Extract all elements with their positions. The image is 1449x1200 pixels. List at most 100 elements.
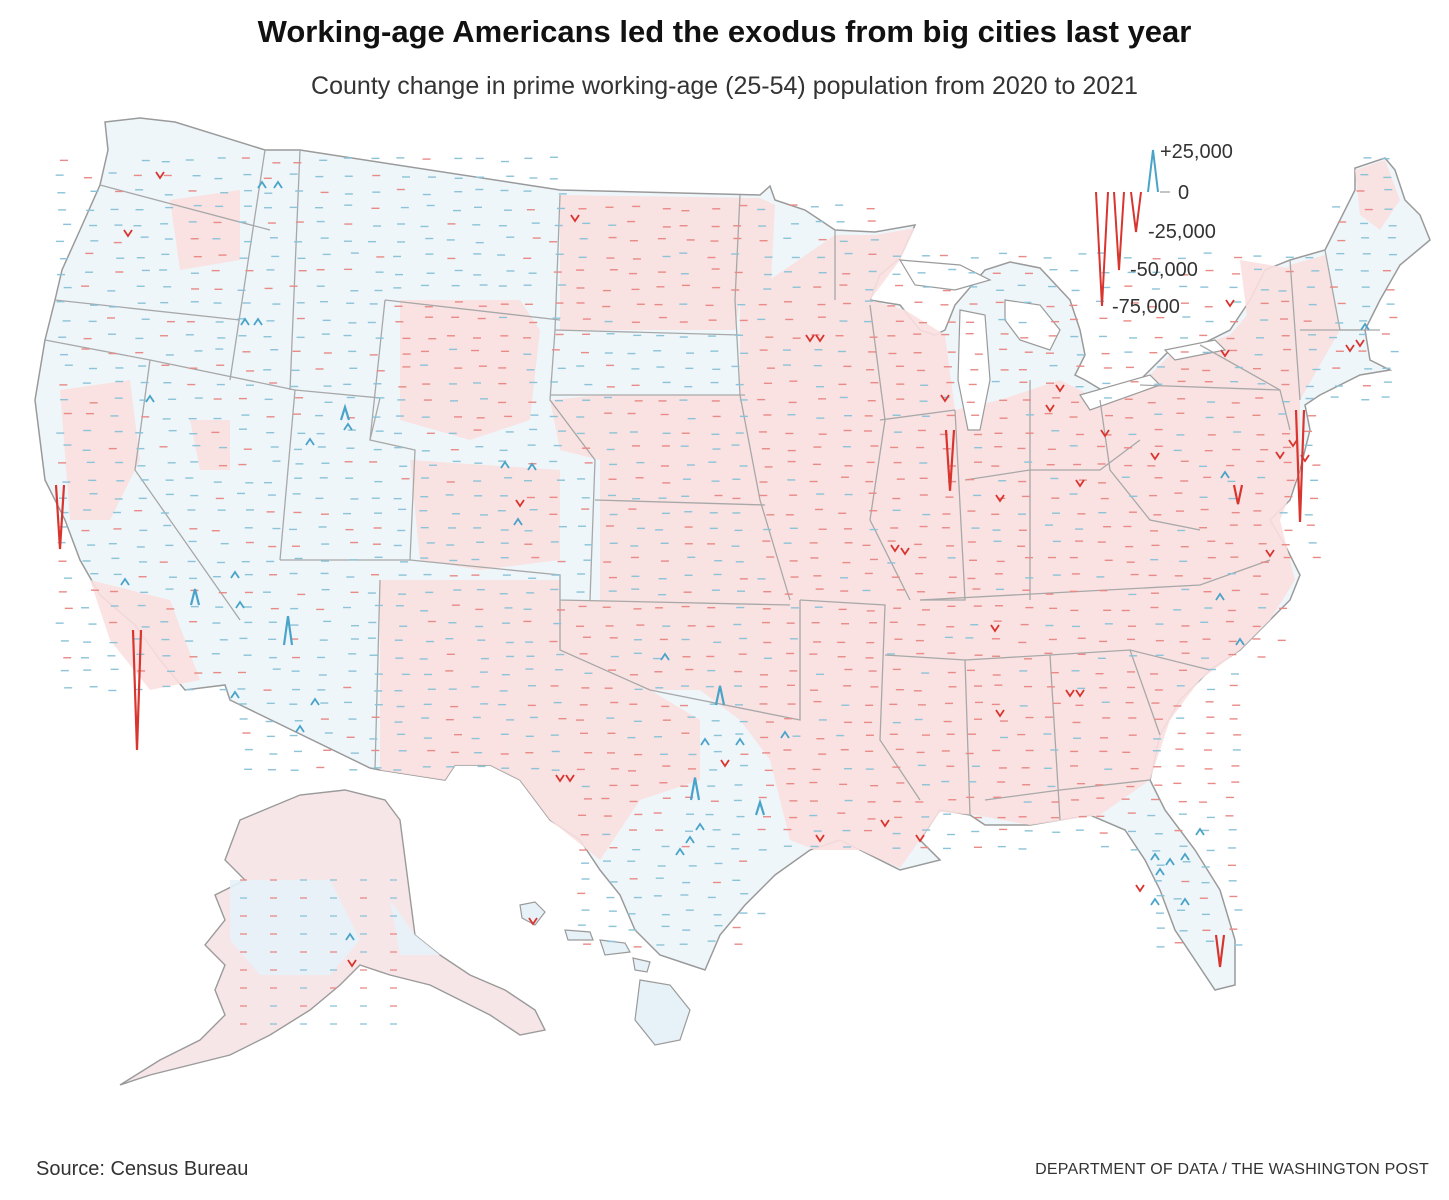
county-chevron (240, 317, 250, 326)
legend-label-minus-75000: -75,000 (1112, 296, 1180, 318)
legend-loss-spike-50000 (1113, 191, 1125, 271)
legend-label-minus-50000: -50,000 (1130, 259, 1198, 281)
county-chevron (675, 847, 685, 856)
county-chevron (257, 180, 267, 189)
county-chevron (565, 774, 575, 783)
county-chevron (805, 334, 815, 343)
county-chevron (1220, 470, 1230, 479)
map-title: Working-age Americans led the exodus fro… (257, 14, 1192, 49)
county-chevron (235, 600, 245, 609)
county-chevron (155, 171, 165, 180)
legend-label-zero: 0 (1178, 182, 1189, 204)
legend-loss-spike-25000 (1130, 191, 1142, 233)
spike-new-york-city (1294, 409, 1306, 523)
county-chevron (120, 577, 130, 586)
county-tick-marks (55, 156, 1399, 1025)
county-chevron (1150, 852, 1160, 861)
county-chevron (700, 737, 710, 746)
county-chevron (1235, 637, 1245, 646)
county-chevron (1225, 299, 1235, 308)
county-chevron (123, 229, 133, 238)
source-note: Source: Census Bureau (36, 1158, 249, 1180)
county-chevron (347, 959, 357, 968)
county-chevron (230, 570, 240, 579)
county-chevron (310, 697, 320, 706)
legend-gain-spike (1147, 149, 1159, 193)
map-subtitle: County change in prime working-age (25-5… (311, 72, 1138, 100)
county-chevron (940, 394, 950, 403)
spike-miami (1214, 934, 1226, 968)
legend-label-plus-25000: +25,000 (1160, 141, 1233, 163)
county-chevron (685, 835, 695, 844)
county-chevron (527, 462, 537, 471)
hawaii-islands (519, 901, 691, 1046)
county-chevron (1288, 439, 1298, 448)
county-chevron (1055, 384, 1065, 393)
county-chevron (1075, 479, 1085, 488)
county-chevron (273, 180, 283, 189)
alaska-gain-patch (230, 880, 440, 975)
county-chevron (1345, 344, 1355, 353)
credit-line: DEPARTMENT OF DATA / THE WASHINGTON POST (1035, 1161, 1429, 1178)
county-chevron (1265, 549, 1275, 558)
county-chevron (780, 730, 790, 739)
county-chevron (1075, 689, 1085, 698)
county-chevron (995, 709, 1005, 718)
us-county-spike-map: +25,000 0 -25,000 -50,000 -75,000 (34, 117, 1431, 1086)
county-chevron (1155, 867, 1165, 876)
county-chevron (890, 544, 900, 553)
county-chevron (1275, 451, 1285, 460)
spike-san-francisco-bay-area (54, 484, 66, 550)
county-chevron (900, 547, 910, 556)
county-chevron (1195, 827, 1205, 836)
legend-loss-spike-75000 (1095, 191, 1109, 307)
spike-chicago (944, 429, 956, 491)
county-chevron (1355, 339, 1365, 348)
county-chevron (880, 819, 890, 828)
county-chevron (513, 517, 523, 526)
spike-salt-lake-city (339, 403, 351, 421)
county-chevron (1165, 857, 1175, 866)
county-chevron (695, 822, 705, 831)
county-chevron (1065, 689, 1075, 698)
spike-los-angeles (131, 629, 143, 751)
spike-phoenix (282, 616, 294, 646)
spike-washington-d-c- (1232, 484, 1244, 505)
county-chevron (145, 394, 155, 403)
county-chevron (1220, 349, 1230, 358)
county-chevron (295, 724, 305, 733)
county-chevron (515, 499, 525, 508)
county-chevron (995, 494, 1005, 503)
legend-label-minus-25000: -25,000 (1148, 221, 1216, 243)
county-chevron (1300, 454, 1310, 463)
spike-las-vegas (189, 588, 201, 606)
county-chevron (815, 334, 825, 343)
county-chevron (720, 759, 730, 768)
county-spikes (54, 171, 1370, 968)
county-chevron (1135, 884, 1145, 893)
county-chevron (1360, 322, 1370, 331)
county-chevron (343, 422, 353, 431)
county-chevron (1150, 897, 1160, 906)
county-chevron (1215, 592, 1225, 601)
county-chevron (528, 917, 538, 926)
county-chevron (815, 834, 825, 843)
county-chevron (230, 690, 240, 699)
county-chevron (915, 834, 925, 843)
county-chevron (345, 932, 355, 941)
great-lakes (898, 259, 1227, 431)
county-chevron (735, 737, 745, 746)
legend: +25,000 0 -25,000 -50,000 -75,000 (1095, 141, 1233, 318)
spike-austin (689, 777, 701, 801)
spike-dallas-fort-worth (714, 685, 726, 706)
county-chevron (660, 652, 670, 661)
county-chevron (570, 214, 580, 223)
county-chevron (1180, 852, 1190, 861)
county-chevron (305, 437, 315, 446)
county-chevron (990, 624, 1000, 633)
county-chevron (1045, 404, 1055, 413)
county-chevron (253, 317, 263, 326)
county-chevron (1150, 452, 1160, 461)
county-chevron (500, 460, 510, 469)
spike-houston (754, 798, 766, 816)
